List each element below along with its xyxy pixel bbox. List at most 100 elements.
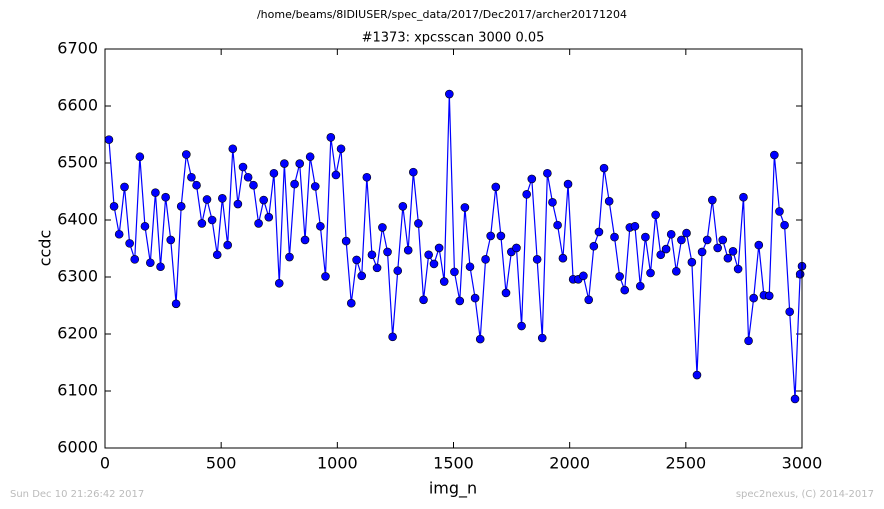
point xyxy=(243,172,253,182)
point xyxy=(445,89,454,99)
point xyxy=(702,235,712,245)
point xyxy=(630,221,640,231)
suptitle: /home/beams/8IDIUSER/spec_data/2017/Dec2… xyxy=(257,8,627,21)
point xyxy=(249,180,258,190)
point xyxy=(558,253,568,263)
point xyxy=(697,247,707,257)
point xyxy=(424,250,433,260)
point xyxy=(197,219,207,228)
point xyxy=(290,179,299,189)
point xyxy=(604,196,614,206)
point xyxy=(357,271,367,281)
point xyxy=(584,295,594,305)
point xyxy=(192,180,201,190)
point xyxy=(770,150,779,160)
point xyxy=(161,192,170,202)
point xyxy=(795,269,805,279)
point xyxy=(171,299,181,309)
plot-frame xyxy=(104,48,803,449)
point xyxy=(182,150,191,159)
point xyxy=(749,293,758,303)
point xyxy=(522,190,531,199)
point xyxy=(388,332,397,342)
x-tick-label: 1000 xyxy=(317,454,358,473)
point xyxy=(754,240,764,250)
point xyxy=(362,172,372,182)
point xyxy=(151,188,160,197)
point xyxy=(269,168,279,178)
point xyxy=(393,266,403,276)
point xyxy=(316,221,325,231)
point xyxy=(285,252,294,262)
point xyxy=(491,182,501,192)
point xyxy=(378,223,387,232)
point xyxy=(367,250,377,260)
footer-right: spec2nexus, (C) 2014-2017 xyxy=(736,489,874,500)
point xyxy=(764,291,774,301)
point xyxy=(450,267,459,277)
point xyxy=(414,219,423,228)
point xyxy=(615,272,624,281)
point xyxy=(120,182,129,192)
x-tick-label: 2000 xyxy=(549,454,590,473)
point xyxy=(259,195,268,205)
point xyxy=(553,220,562,230)
point xyxy=(718,235,728,245)
point xyxy=(398,202,408,211)
point xyxy=(166,235,176,245)
point xyxy=(439,277,449,286)
point xyxy=(661,244,671,254)
point xyxy=(790,394,800,404)
point xyxy=(254,219,263,228)
x-axis-label: img_n xyxy=(429,479,477,499)
point xyxy=(202,195,212,204)
footer-left: Sun Dec 10 21:26:42 2017 xyxy=(10,489,144,500)
point xyxy=(346,298,356,308)
point xyxy=(496,231,506,241)
x-tick-label: 2500 xyxy=(665,454,706,473)
y-tick-label: 6200 xyxy=(57,324,98,343)
point xyxy=(656,250,666,260)
point xyxy=(594,227,604,237)
point xyxy=(527,174,537,184)
point xyxy=(114,229,124,239)
point xyxy=(331,170,341,180)
point xyxy=(212,250,222,260)
point xyxy=(548,198,557,207)
point xyxy=(104,135,114,144)
point xyxy=(475,334,485,344)
point xyxy=(223,240,232,250)
point xyxy=(775,207,784,216)
chart-title: #1373: xpcsscan 3000 0.05 xyxy=(362,31,545,46)
point xyxy=(739,192,748,202)
y-tick-label: 6600 xyxy=(57,96,98,115)
point xyxy=(672,266,681,276)
point xyxy=(708,195,717,205)
point xyxy=(512,243,521,253)
point xyxy=(187,172,196,182)
point xyxy=(125,239,134,248)
point xyxy=(532,255,542,264)
point xyxy=(280,159,289,168)
point xyxy=(218,194,227,203)
point xyxy=(429,259,439,269)
point xyxy=(713,243,722,253)
point xyxy=(635,281,645,291)
point xyxy=(238,162,248,172)
point xyxy=(233,199,243,209)
point xyxy=(780,220,789,230)
point xyxy=(419,295,428,305)
point xyxy=(641,232,650,242)
point xyxy=(723,253,733,263)
point xyxy=(300,235,310,245)
x-tick-label: 3000 xyxy=(782,454,823,473)
point xyxy=(264,212,274,222)
point xyxy=(486,231,495,241)
point xyxy=(305,152,315,162)
point xyxy=(336,144,346,154)
point xyxy=(470,293,480,303)
point xyxy=(785,307,794,317)
point xyxy=(295,159,304,168)
point xyxy=(321,272,330,281)
